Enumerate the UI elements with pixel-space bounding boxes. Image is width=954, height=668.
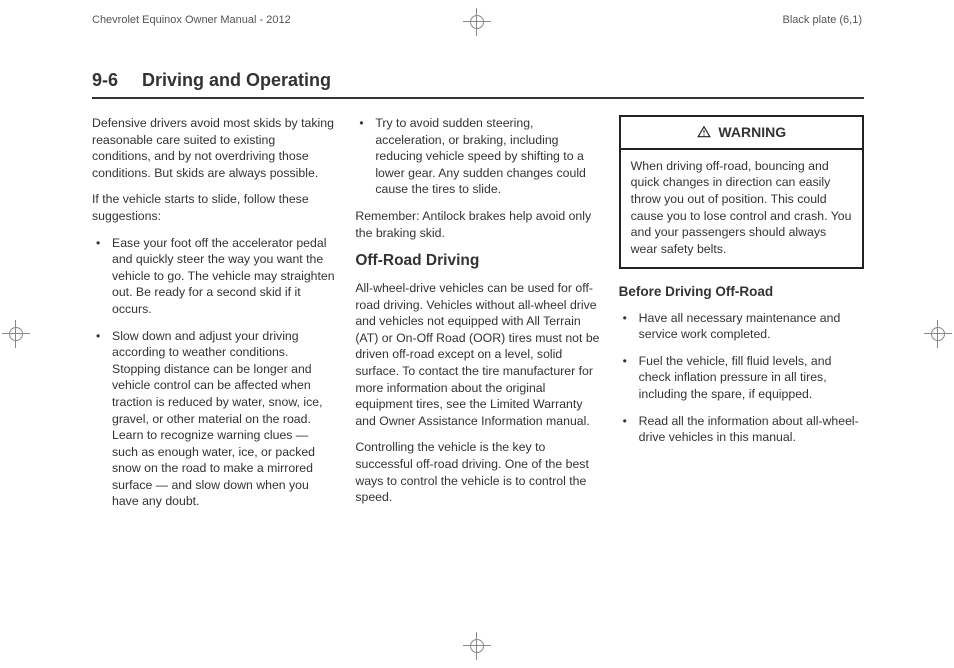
bullet-item: Have all necessary maintenance and servi… bbox=[619, 310, 864, 343]
column-3: WARNING When driving off-road, bouncing … bbox=[619, 115, 864, 520]
registration-mark-right bbox=[924, 320, 952, 348]
page-content: 9-6 Driving and Operating Defensive driv… bbox=[92, 70, 864, 520]
column-1: Defensive drivers avoid most skids by ta… bbox=[92, 115, 337, 520]
heading-before-offroad: Before Driving Off-Road bbox=[619, 283, 864, 301]
warning-icon bbox=[697, 123, 711, 142]
para: If the vehicle starts to slide, follow t… bbox=[92, 191, 337, 224]
para: Controlling the vehicle is the key to su… bbox=[355, 439, 600, 505]
registration-mark-bottom bbox=[463, 632, 491, 660]
bullet-list: Ease your foot off the accelerator pedal… bbox=[92, 235, 337, 511]
bullet-item: Fuel the vehicle, fill fluid levels, and… bbox=[619, 353, 864, 403]
warning-body: When driving off-road, bouncing and quic… bbox=[621, 150, 862, 268]
columns: Defensive drivers avoid most skids by ta… bbox=[92, 115, 864, 520]
header-left: Chevrolet Equinox Owner Manual - 2012 bbox=[92, 14, 291, 26]
header-right: Black plate (6,1) bbox=[783, 14, 862, 26]
heading-offroad: Off-Road Driving bbox=[355, 251, 600, 272]
bullet-item: Slow down and adjust your driving accord… bbox=[92, 328, 337, 511]
bullet-item: Try to avoid sudden steering, accelerati… bbox=[355, 115, 600, 198]
bullet-item: Read all the information about all-wheel… bbox=[619, 413, 864, 446]
warning-title-row: WARNING bbox=[621, 117, 862, 150]
bullet-list: Try to avoid sudden steering, accelerati… bbox=[355, 115, 600, 198]
page-number: 9-6 bbox=[92, 70, 118, 91]
para: All-wheel-drive vehicles can be used for… bbox=[355, 280, 600, 429]
page-heading: 9-6 Driving and Operating bbox=[92, 70, 864, 99]
section-title: Driving and Operating bbox=[142, 70, 331, 91]
print-header: Chevrolet Equinox Owner Manual - 2012 Bl… bbox=[92, 14, 862, 26]
warning-title-text: WARNING bbox=[718, 124, 786, 140]
para: Remember: Antilock brakes help avoid onl… bbox=[355, 208, 600, 241]
para: Defensive drivers avoid most skids by ta… bbox=[92, 115, 337, 181]
column-2: Try to avoid sudden steering, accelerati… bbox=[355, 115, 600, 520]
bullet-list: Have all necessary maintenance and servi… bbox=[619, 310, 864, 446]
bullet-item: Ease your foot off the accelerator pedal… bbox=[92, 235, 337, 318]
registration-mark-left bbox=[2, 320, 30, 348]
warning-box: WARNING When driving off-road, bouncing … bbox=[619, 115, 864, 269]
